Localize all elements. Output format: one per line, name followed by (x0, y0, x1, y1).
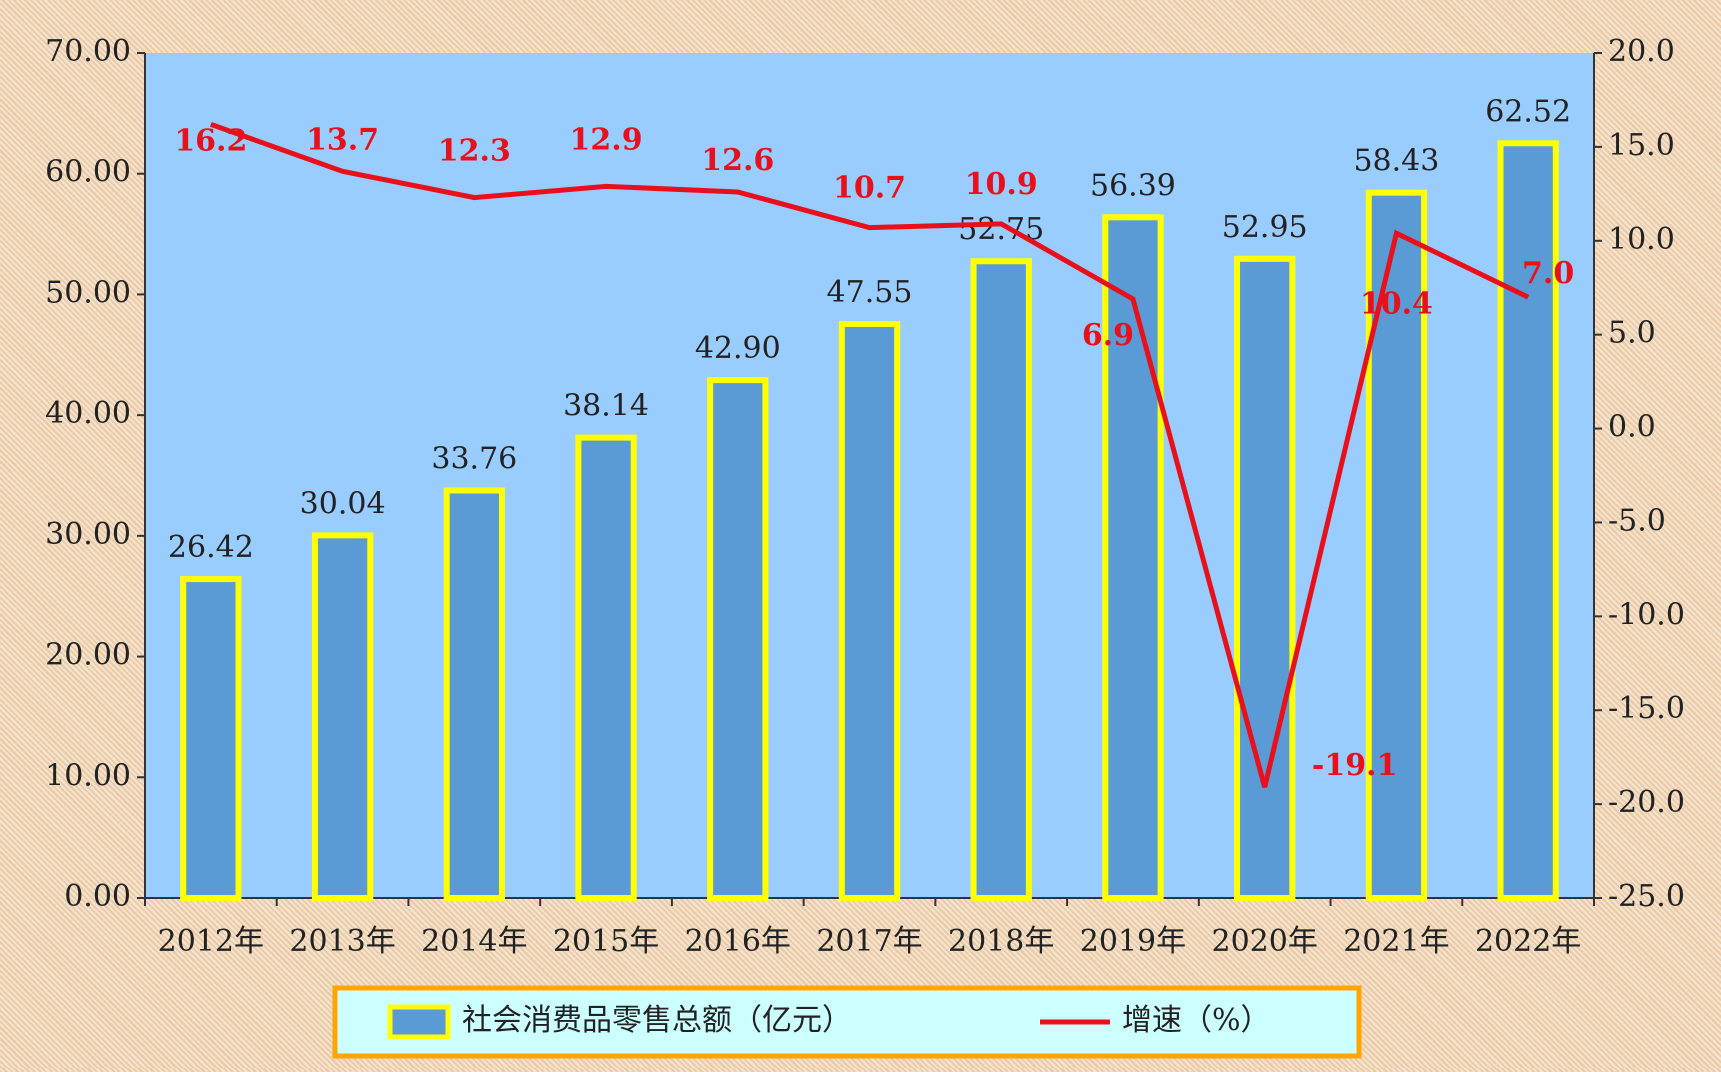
y2-tick-label: 20.0 (1608, 34, 1675, 69)
bar-value-label: 33.76 (431, 441, 517, 476)
bar-value-label: 30.04 (300, 486, 386, 521)
line (210, 122, 1530, 788)
line-value-label: 16.2 (174, 123, 247, 158)
legend-label: 社会消费品零售总额（亿元） (462, 1003, 852, 1038)
x-tick-label: 2015年 (553, 924, 659, 959)
y2-tick-label: -15.0 (1608, 691, 1685, 726)
bar (1102, 214, 1164, 902)
x-tick-label: 2019年 (1080, 924, 1186, 959)
bar (443, 487, 505, 901)
line-value-label: 12.6 (701, 143, 774, 178)
line-value-label: 7.0 (1522, 256, 1574, 291)
y2-tick-label: 5.0 (1608, 316, 1656, 351)
x-tick-label: 2012年 (158, 924, 264, 959)
bar-value-label: 38.14 (563, 389, 649, 424)
y2-tick-label: 0.0 (1608, 410, 1656, 445)
legend (332, 985, 1362, 1059)
y-tick-label: 10.00 (45, 758, 131, 793)
y-tick-label: 40.00 (45, 396, 131, 431)
bar (311, 532, 374, 901)
line-value-label: -19.1 (1312, 748, 1398, 783)
y-tick-label: 30.00 (45, 517, 131, 552)
y2-tick-label: 10.0 (1608, 222, 1675, 257)
line-value-label: 12.3 (438, 134, 511, 169)
x-tick-label: 2022年 (1475, 924, 1581, 959)
y2-tick-label: -25.0 (1608, 879, 1685, 914)
y-tick-label: 20.00 (45, 638, 131, 673)
x-tick-label: 2018年 (948, 924, 1054, 959)
y2-tick-label: -5.0 (1608, 503, 1666, 538)
bar (707, 377, 769, 901)
line-value-label: 6.9 (1082, 318, 1134, 353)
bar (575, 434, 637, 901)
x-tick-label: 2020年 (1212, 924, 1318, 959)
bar-value-label: 52.95 (1222, 210, 1308, 245)
x-tick-label: 2014年 (421, 924, 527, 959)
y-tick-label: 60.00 (45, 155, 131, 190)
bar (838, 321, 901, 901)
line-value-label: 12.9 (570, 122, 643, 157)
line-value-label: 13.7 (306, 122, 379, 157)
x-tick-label: 2016年 (685, 924, 791, 959)
y-tick-label: 70.00 (45, 34, 131, 69)
bar-value-label: 42.90 (695, 331, 781, 366)
line-value-label: 10.7 (833, 171, 906, 206)
bar-value-label: 62.52 (1485, 94, 1571, 129)
y2-tick-label: 15.0 (1608, 128, 1675, 163)
legend-bar-swatch (387, 1004, 451, 1040)
y2-tick-label: -20.0 (1608, 785, 1685, 820)
x-tick-label: 2017年 (816, 924, 922, 959)
bar (180, 576, 242, 902)
line-value-label: 10.9 (965, 167, 1038, 202)
bar (1234, 255, 1296, 901)
x-tick-label: 2021年 (1343, 924, 1449, 959)
legend-label: 增速（%） (1122, 1003, 1271, 1038)
bar (970, 258, 1032, 902)
bar-value-label: 47.55 (827, 275, 913, 310)
y-tick-label: 0.00 (64, 879, 131, 914)
y2-tick-label: -10.0 (1608, 597, 1685, 632)
bar (1365, 189, 1428, 901)
bar-value-label: 26.42 (168, 530, 254, 565)
x-tick-label: 2013年 (289, 924, 395, 959)
bar (1497, 140, 1559, 901)
y-tick-label: 50.00 (45, 275, 131, 310)
line-value-label: 10.4 (1360, 286, 1433, 321)
bar-value-label: 56.39 (1090, 168, 1176, 203)
bar-value-label: 58.43 (1353, 144, 1439, 179)
